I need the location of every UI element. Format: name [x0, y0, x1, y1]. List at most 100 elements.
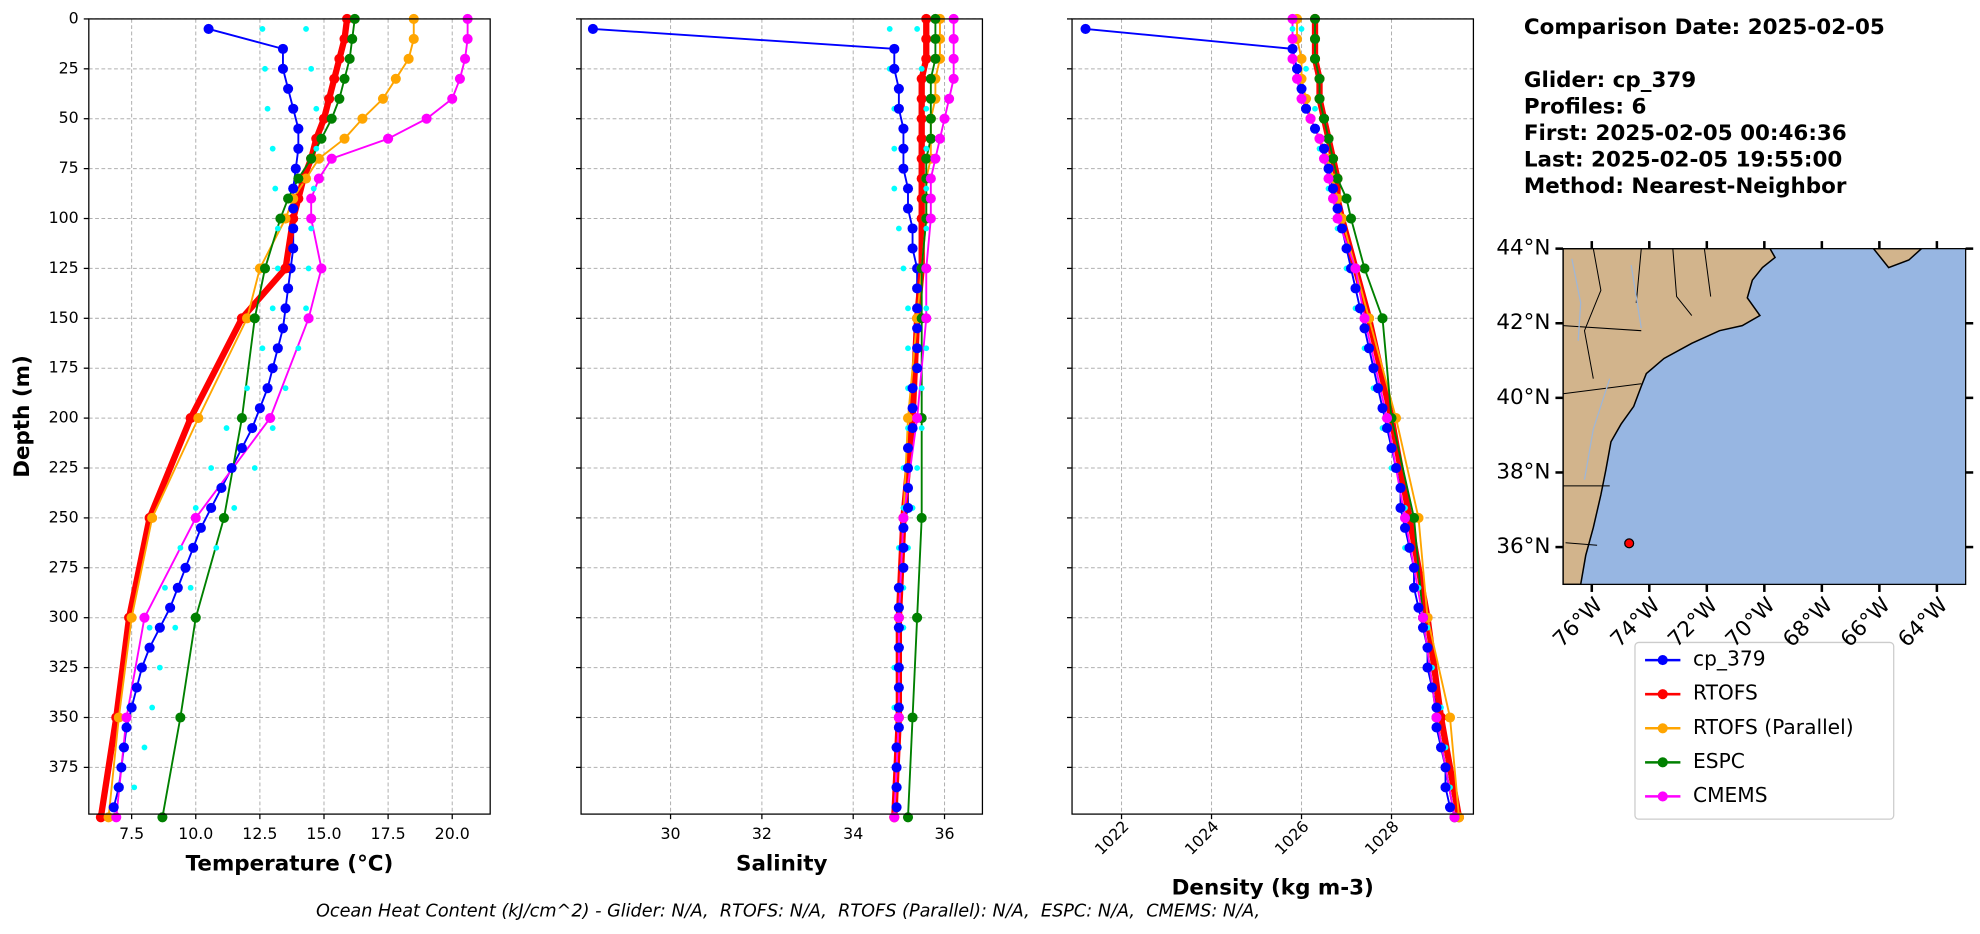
- profile-point: [1426, 682, 1438, 693]
- profile-point: [898, 123, 909, 134]
- profile-point: [1323, 133, 1334, 144]
- info-line: Method: Nearest-Neighbor: [1524, 174, 1847, 199]
- profile-point: [447, 93, 458, 104]
- profile-point: [1291, 63, 1303, 74]
- profile-point: [223, 425, 230, 431]
- profile-point: [236, 413, 247, 424]
- profile-point: [907, 223, 918, 234]
- map-y-tick-label: 36°N: [1496, 534, 1550, 559]
- profile-point: [308, 225, 315, 232]
- profile-point: [916, 93, 927, 104]
- profile-point: [1359, 263, 1370, 274]
- profile-point: [891, 185, 898, 192]
- profile-point: [898, 143, 909, 154]
- map-y-tick-label: 44°N: [1496, 236, 1550, 261]
- profile-point: [259, 345, 266, 352]
- profile-point: [259, 263, 271, 274]
- profile-point: [893, 622, 904, 633]
- profile-point: [916, 133, 927, 144]
- profile-point: [236, 442, 247, 454]
- profile-point: [275, 213, 286, 224]
- profile-point: [1296, 53, 1307, 64]
- legend-label: CMEMS: [1693, 783, 1768, 807]
- x-axis-label: Salinity: [736, 852, 827, 877]
- profile-point: [925, 193, 936, 204]
- profile-point: [334, 53, 345, 64]
- profile-point: [923, 105, 930, 112]
- info-line: Profiles: 6: [1524, 94, 1647, 119]
- profile-point: [912, 303, 923, 314]
- profile-point: [190, 612, 201, 623]
- profile-point: [408, 33, 419, 44]
- profile-point: [131, 784, 138, 791]
- x-axis-label: Temperature (°C): [186, 852, 394, 877]
- profile-point: [902, 413, 914, 424]
- axes-frame: [88, 18, 491, 815]
- profile-point: [1440, 782, 1451, 793]
- profile-point: [1408, 582, 1420, 593]
- profile-point: [1422, 642, 1433, 653]
- profile-point: [313, 145, 320, 152]
- profile-point: [1318, 143, 1330, 154]
- profile-point: [208, 465, 215, 471]
- profile-point: [893, 582, 904, 593]
- profile-point: [149, 704, 156, 711]
- x-tick-label: 20.0: [435, 824, 470, 843]
- profile-point: [948, 73, 959, 84]
- profile-point: [1312, 105, 1318, 112]
- profile-point: [891, 742, 902, 753]
- map-y-tick-label: 38°N: [1496, 459, 1550, 484]
- profile-point: [930, 53, 941, 64]
- profile-point: [1431, 722, 1442, 733]
- x-tick-label: 32: [752, 824, 772, 843]
- profile-point: [1305, 113, 1316, 124]
- profile-point: [907, 243, 918, 254]
- profile-point: [283, 83, 294, 94]
- profile-point: [1381, 423, 1393, 434]
- profile-point: [357, 113, 368, 124]
- profile-point: [912, 323, 923, 334]
- profile-point: [1386, 442, 1397, 454]
- profile-point: [891, 145, 898, 152]
- profile-point: [1350, 283, 1361, 294]
- profile-point: [280, 263, 291, 274]
- profile-point: [891, 782, 902, 793]
- profile-point: [914, 26, 921, 32]
- axes-frame: [1071, 18, 1475, 815]
- profile-point: [274, 265, 281, 272]
- map-base: [1563, 248, 1966, 585]
- profile-point: [403, 53, 414, 64]
- profile-point: [893, 602, 904, 613]
- profile-point: [390, 73, 401, 84]
- profile-point: [339, 73, 350, 84]
- footer-caption: Ocean Heat Content (kJ/cm^2) - Glider: N…: [316, 901, 1260, 921]
- profile-point: [344, 53, 355, 64]
- profile-point: [277, 43, 289, 54]
- axes-frame: [580, 18, 984, 815]
- profile-point: [303, 26, 309, 32]
- legend-label: ESPC: [1693, 749, 1745, 773]
- profile-point: [1381, 413, 1393, 424]
- profile-line: [112, 27, 300, 808]
- profile-point: [313, 105, 320, 112]
- y-tick-label: 275: [49, 557, 79, 576]
- legend-marker: [1657, 689, 1668, 700]
- profile-point: [264, 105, 271, 112]
- profile-point: [1318, 113, 1330, 124]
- profile-point: [1336, 223, 1348, 234]
- profile-point: [1300, 103, 1312, 114]
- profile-point: [1404, 542, 1415, 553]
- legend-box: [1634, 641, 1895, 820]
- profile-point: [267, 363, 278, 374]
- y-tick-label: 0: [69, 8, 79, 27]
- profile-point: [1287, 33, 1298, 44]
- profile-point: [925, 93, 936, 104]
- profile-point: [293, 143, 304, 154]
- profile-point: [116, 762, 127, 773]
- profile-point: [329, 73, 340, 84]
- info-line: Glider: cp_379: [1524, 68, 1696, 93]
- x-tick-label: 10.0: [178, 824, 213, 843]
- profile-point: [1327, 193, 1339, 204]
- profile-point: [247, 423, 258, 434]
- profile-point: [121, 712, 132, 723]
